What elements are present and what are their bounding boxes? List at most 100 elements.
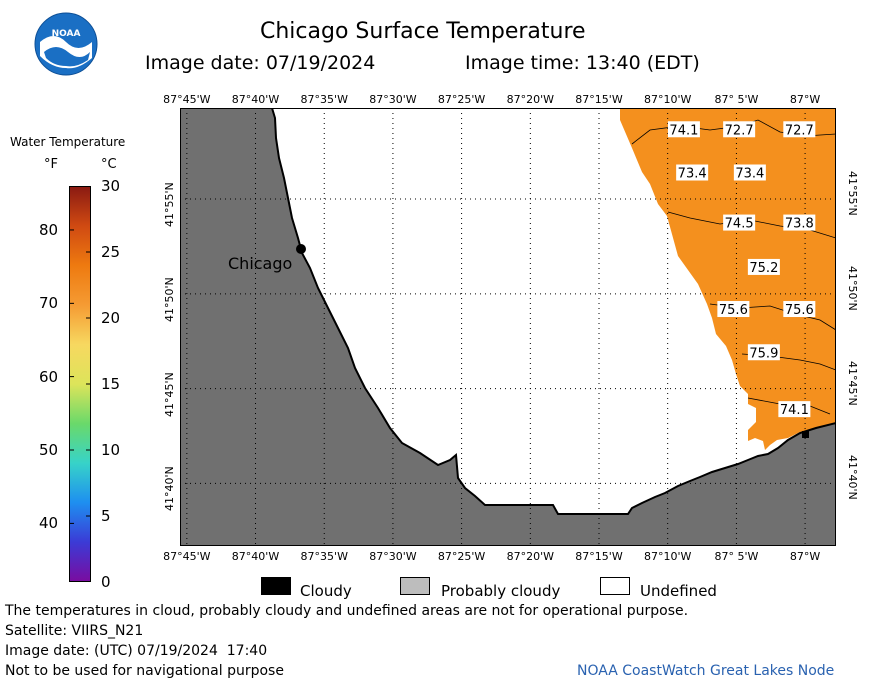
fahrenheit-tick-label: 40 xyxy=(39,514,59,533)
latitude-label-right: 41°55'N xyxy=(846,171,859,216)
temperature-value: 75.6 xyxy=(719,303,748,318)
buoy-marker xyxy=(802,431,809,438)
temperature-label: 72.7 xyxy=(783,121,816,138)
credit-line: NOAA CoastWatch Great Lakes Node xyxy=(577,663,835,679)
temperature-label-bg xyxy=(783,301,816,318)
longitude-label-bottom: 87°35'W xyxy=(300,550,348,563)
page-title: Chicago Surface Temperature xyxy=(260,19,586,44)
temperature-label-bg xyxy=(723,214,756,231)
temperature-label-bg xyxy=(676,164,709,181)
longitude-label-top: 87°20'W xyxy=(506,93,555,106)
fahrenheit-tick-label: 80 xyxy=(39,220,59,239)
svg-text:NOAA: NOAA xyxy=(52,29,81,39)
celsius-tick-label: 10 xyxy=(101,441,121,459)
undefined-label: Undefined xyxy=(640,582,717,600)
temperature-value: 75.2 xyxy=(749,261,778,276)
longitude-label-top: 87°15'W xyxy=(575,93,623,106)
celsius-tick-label: 25 xyxy=(101,243,121,261)
temperature-value: 73.4 xyxy=(735,167,764,182)
temperature-value: 73.4 xyxy=(678,167,707,182)
longitude-label-top: 87°25'W xyxy=(437,93,486,106)
image-time-label: Image time: 13:40 (EDT) xyxy=(465,52,700,74)
chicago-city-label: Chicago xyxy=(228,254,292,273)
fahrenheit-tick-label: 70 xyxy=(39,294,59,313)
temperature-label-bg xyxy=(717,301,750,318)
image-date-label: Image date: 07/19/2024 xyxy=(145,52,376,74)
color-scale-svg xyxy=(69,185,91,583)
longitude-label-top: 87°30'W xyxy=(369,93,417,106)
temperature-value: 74.1 xyxy=(780,403,809,418)
latitude-label-left: 41°45'N xyxy=(163,371,176,417)
longitude-label-top: 87° 5'W xyxy=(714,93,759,106)
latitude-label-left: 41°40'N xyxy=(163,466,176,512)
temperature-label-bg xyxy=(733,164,766,181)
celsius-tick-label: 5 xyxy=(101,507,111,525)
temperature-value: 74.5 xyxy=(725,217,754,232)
legend-unit-c: °C xyxy=(101,157,117,172)
map-border xyxy=(180,108,836,546)
temperature-label-bg xyxy=(667,121,700,138)
celsius-tick-label: 20 xyxy=(101,309,121,327)
fahrenheit-tick-label: 50 xyxy=(39,441,59,459)
sst-region xyxy=(620,108,836,450)
longitude-label-bottom: 87°W xyxy=(789,550,821,563)
latitude-label-right: 41°50'N xyxy=(846,265,859,311)
latitude-label-left: 41°55'N xyxy=(163,182,176,227)
temperature-value: 74.1 xyxy=(669,123,698,138)
temperature-value: 73.8 xyxy=(785,217,814,232)
fahrenheit-tick-label: 60 xyxy=(39,367,59,386)
longitude-label-bottom: 87°45'W xyxy=(163,550,211,563)
longitude-label-top: 87°45'W xyxy=(163,93,211,106)
temperature-label: 75.9 xyxy=(747,344,780,361)
temperature-value: 75.6 xyxy=(785,303,814,318)
map-svg: 74.1 72.7 72.7 73.4 73.4 74.5 73.8 75.2 75.6 75.6… xyxy=(179,107,837,547)
longitude-label-bottom: 87° 5'W xyxy=(714,550,759,563)
noaa-logo: NOAA xyxy=(34,12,98,76)
temperature-label: 73.4 xyxy=(733,164,766,182)
temperature-label: 73.4 xyxy=(676,164,709,182)
temperature-label: 74.1 xyxy=(667,121,700,138)
longitude-label-bottom: 87°30'W xyxy=(369,550,417,563)
temperature-label: 75.2 xyxy=(747,258,780,276)
map: 74.1 72.7 72.7 73.4 73.4 74.5 73.8 75.2 75.6 75.6… xyxy=(179,107,837,547)
temperature-label-bg xyxy=(783,214,816,231)
temperature-label: 75.6 xyxy=(717,301,750,318)
legend-title: Water Temperature xyxy=(10,135,126,149)
latitude-label-right: 41°45'N xyxy=(846,360,859,406)
probably-cloudy-label: Probably cloudy xyxy=(441,582,561,600)
temperature-label: 74.5 xyxy=(723,214,756,232)
temperature-label-bg xyxy=(723,121,756,138)
cloudy-swatch xyxy=(261,577,291,595)
temperature-value: 72.7 xyxy=(785,123,814,138)
longitude-label-bottom: 87°15'W xyxy=(575,550,623,563)
celsius-tick-label: 0 xyxy=(101,573,111,591)
longitude-label-bottom: 87°20'W xyxy=(506,550,555,563)
legend-unit-f: °F xyxy=(44,157,58,172)
longitude-label-top: 87°W xyxy=(789,93,821,106)
temperature-label-bg xyxy=(747,258,780,275)
color-scale-bar xyxy=(69,185,91,583)
disclaimer-note: The temperatures in cloud, probably clou… xyxy=(5,603,689,619)
utc-date-note: Image date: (UTC) 07/19/2024 17:40 xyxy=(5,643,268,659)
noaa-logo-icon: NOAA xyxy=(34,12,98,76)
satellite-note: Satellite: VIIRS_N21 xyxy=(5,623,144,639)
longitude-label-bottom: 87°10'W xyxy=(643,550,692,563)
temperature-label: 75.6 xyxy=(783,301,816,318)
temperature-value: 72.7 xyxy=(725,123,754,138)
longitude-label-top: 87°10'W xyxy=(643,93,692,106)
probably-cloudy-swatch xyxy=(400,577,430,595)
latitude-label-right: 41°40'N xyxy=(846,455,859,501)
temperature-label-bg xyxy=(747,344,780,361)
undefined-swatch xyxy=(600,577,630,595)
celsius-tick-label: 15 xyxy=(101,375,121,393)
temperature-label: 73.8 xyxy=(783,214,816,232)
temperature-label: 72.7 xyxy=(723,121,756,138)
longitude-label-top: 87°40'W xyxy=(231,93,280,106)
longitude-label-bottom: 87°25'W xyxy=(437,550,486,563)
longitude-label-bottom: 87°40'W xyxy=(231,550,280,563)
cloudy-label: Cloudy xyxy=(300,582,352,600)
latitude-label-left: 41°50'N xyxy=(163,277,176,322)
temperature-label-bg xyxy=(783,121,816,138)
chicago-city-dot xyxy=(296,244,306,254)
celsius-tick-label: 30 xyxy=(101,177,121,195)
